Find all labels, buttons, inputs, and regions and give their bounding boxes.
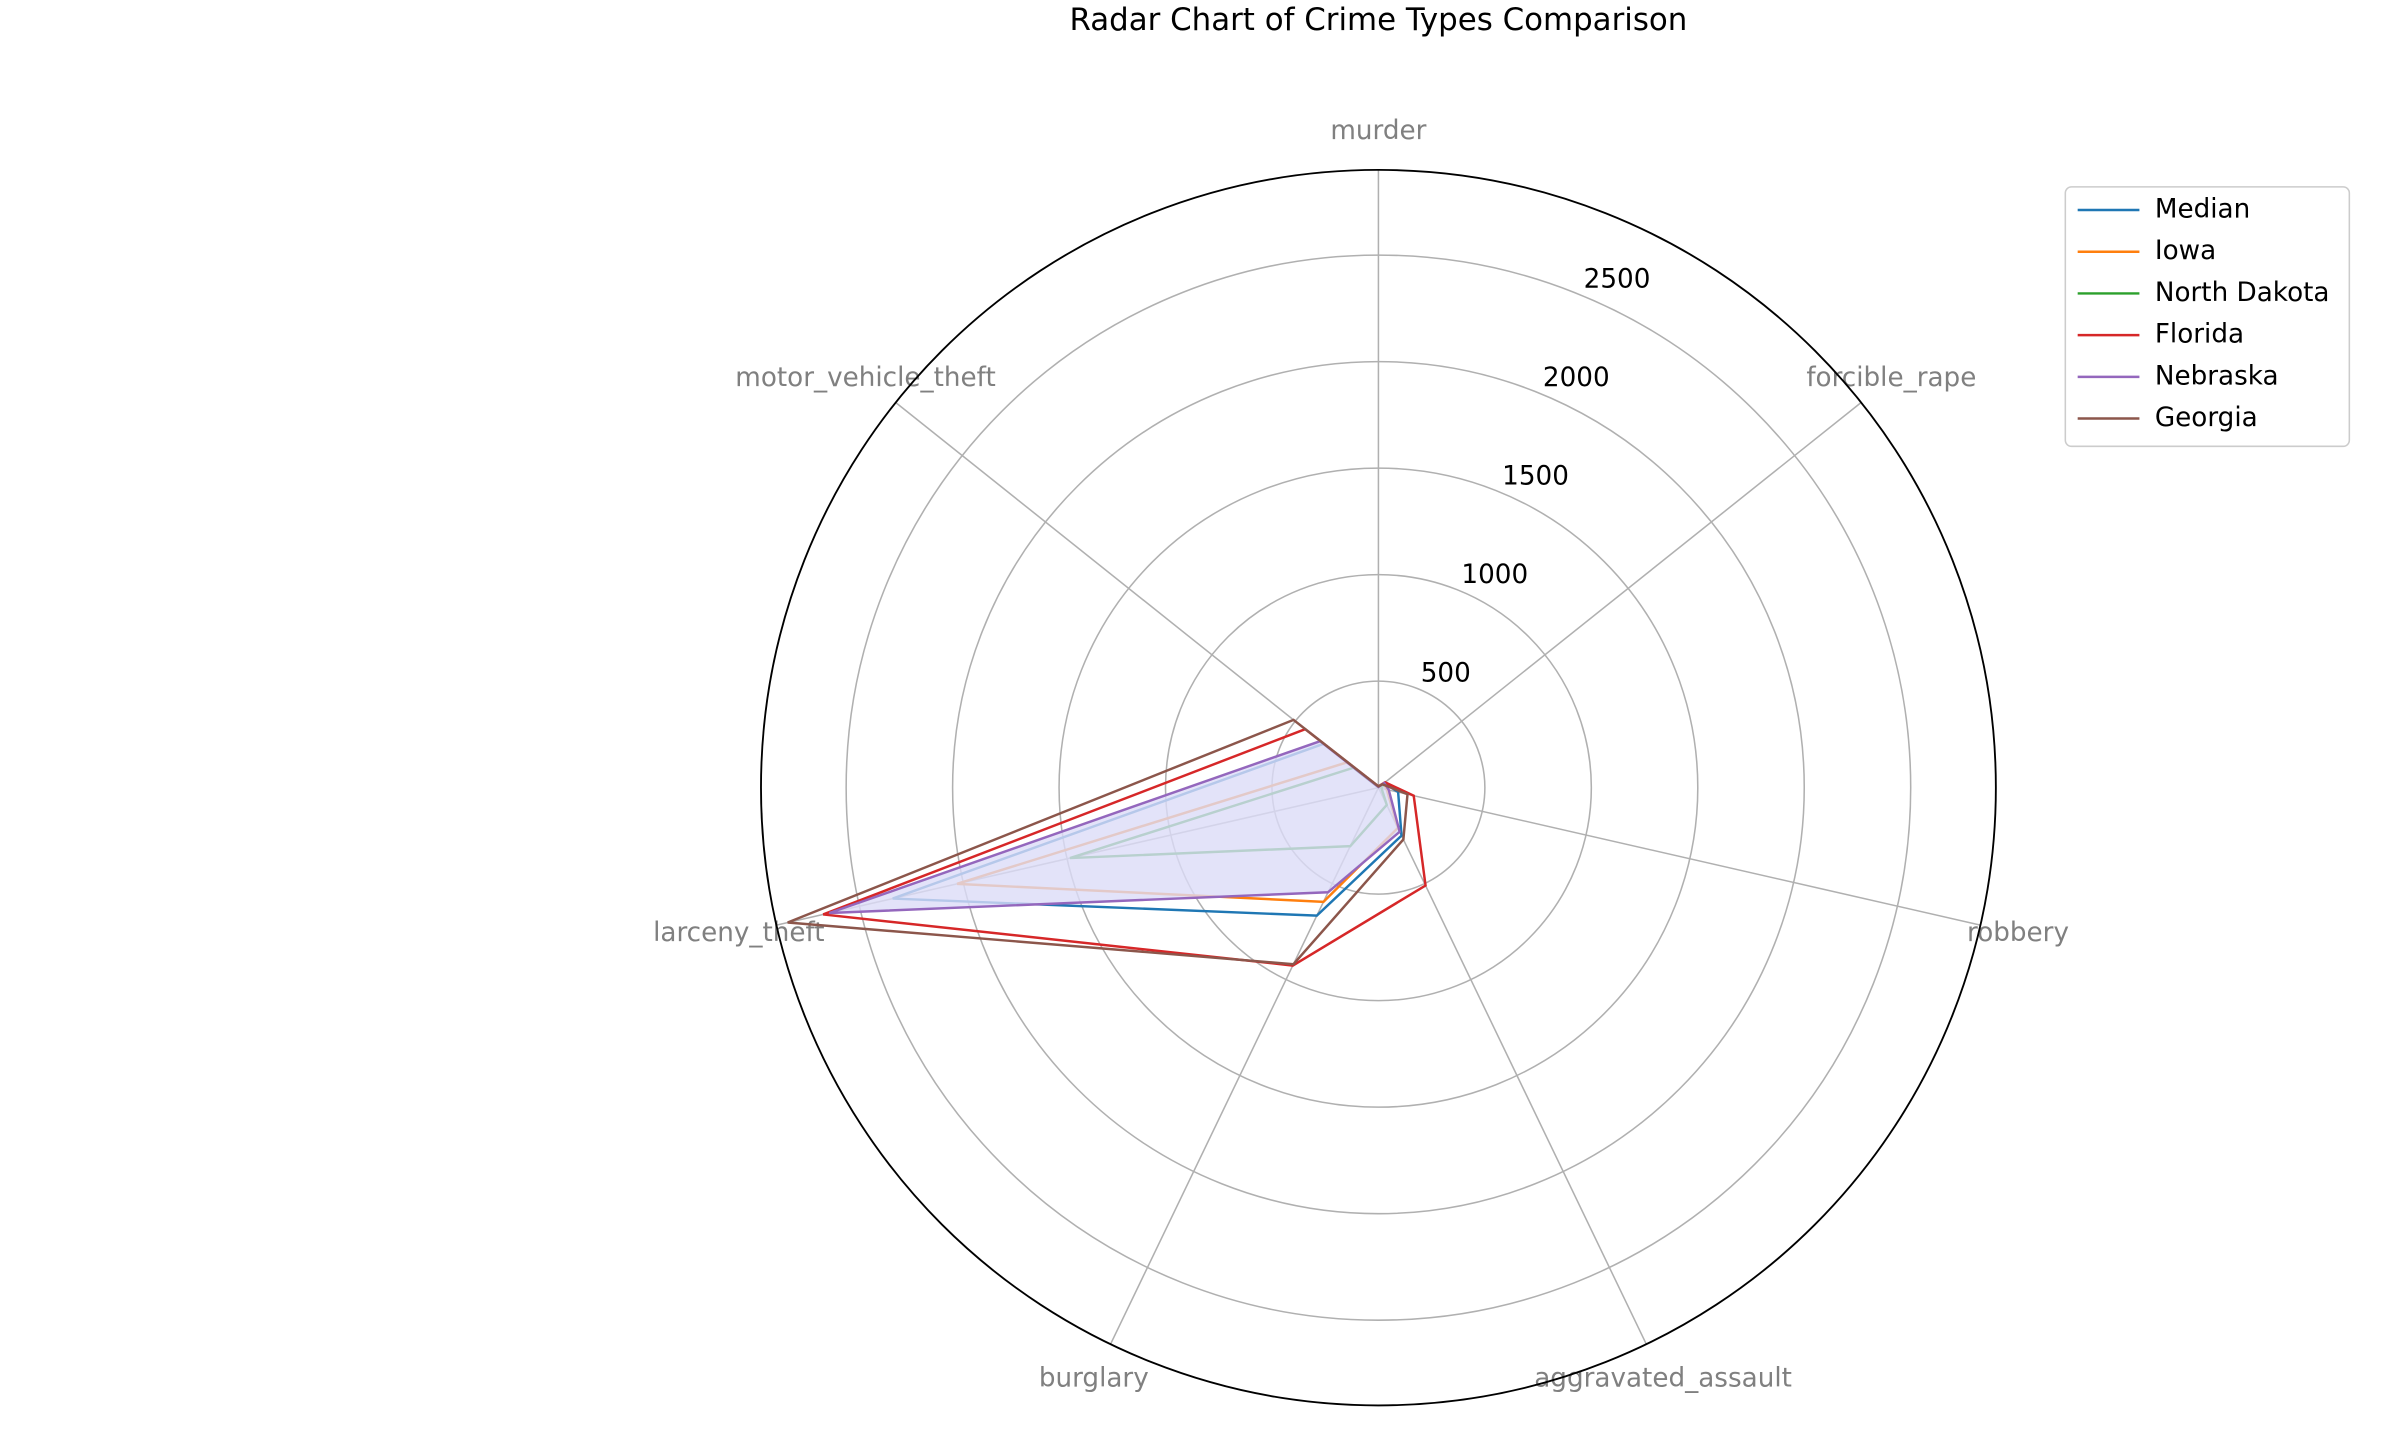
category-label: robbery (1967, 918, 2069, 948)
spoke (1378, 786, 1981, 926)
spoke (1377, 787, 1648, 1345)
r-tick-label: 1500 (1502, 461, 1569, 491)
legend-label: Nebraska (2155, 361, 2279, 391)
r-tick-label: 2500 (1584, 265, 1651, 295)
legend-label: Iowa (2155, 236, 2216, 266)
series-area (829, 741, 1400, 914)
r-tick-label: 2000 (1543, 363, 1610, 393)
category-label: burglary (1039, 1363, 1149, 1393)
legend-label: North Dakota (2155, 278, 2330, 308)
legend-label: Median (2155, 195, 2250, 225)
chart-title: Radar Chart of Crime Types Comparison (1069, 2, 1687, 38)
category-label: forcible_rape (1806, 363, 1976, 393)
category-label: murder (1330, 116, 1426, 146)
outer-spine (760, 168, 1997, 1407)
spoke (1377, 401, 1862, 789)
r-tick-label: 500 (1421, 658, 1471, 688)
series-line (822, 727, 1427, 967)
legend-label: Georgia (2155, 403, 2258, 433)
category-label: aggravated_assault (1534, 1363, 1792, 1393)
legend-label: Florida (2155, 320, 2244, 350)
category-label: motor_vehicle_theft (735, 363, 995, 393)
r-tick-label: 1000 (1461, 560, 1528, 590)
series-line (787, 718, 1409, 966)
